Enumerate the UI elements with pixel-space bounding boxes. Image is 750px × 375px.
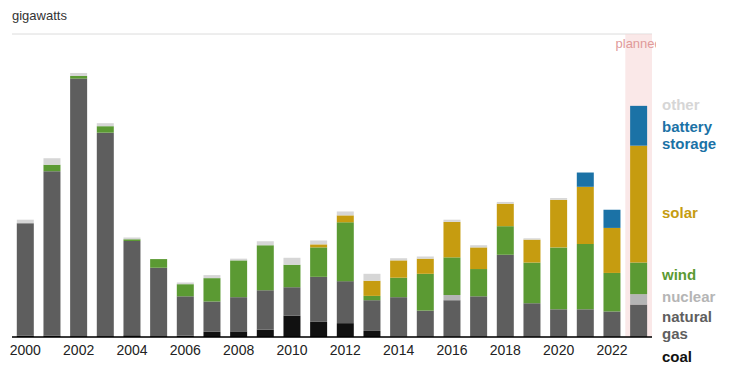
html-text:coal: coal — [662, 348, 692, 365]
svg-text:2002: 2002 — [63, 342, 94, 358]
html-text:nuclear: nuclear — [662, 288, 716, 305]
html-text:other: other — [662, 96, 700, 113]
html-text:wind: wind — [662, 266, 697, 283]
html-text:battery storage: battery storage — [662, 118, 717, 152]
svg-text:2022: 2022 — [596, 342, 627, 358]
svg-text:2008: 2008 — [223, 342, 254, 358]
svg-text:2012: 2012 — [330, 342, 361, 358]
svg-text:2006: 2006 — [170, 342, 201, 358]
html-text:natural gas: natural gas — [662, 308, 712, 342]
svg-text:2004: 2004 — [116, 342, 147, 358]
svg-text:2020: 2020 — [543, 342, 574, 358]
svg-text:2010: 2010 — [276, 342, 307, 358]
svg-text:planned: planned — [616, 36, 656, 51]
svg-text:2016: 2016 — [436, 342, 467, 358]
svg-text:2000: 2000 — [10, 342, 41, 358]
svg-text:2018: 2018 — [490, 342, 521, 358]
html-text:solar: solar — [662, 204, 698, 221]
svg-text:2014: 2014 — [383, 342, 414, 358]
html-text:gigawatts: gigawatts — [12, 8, 67, 23]
